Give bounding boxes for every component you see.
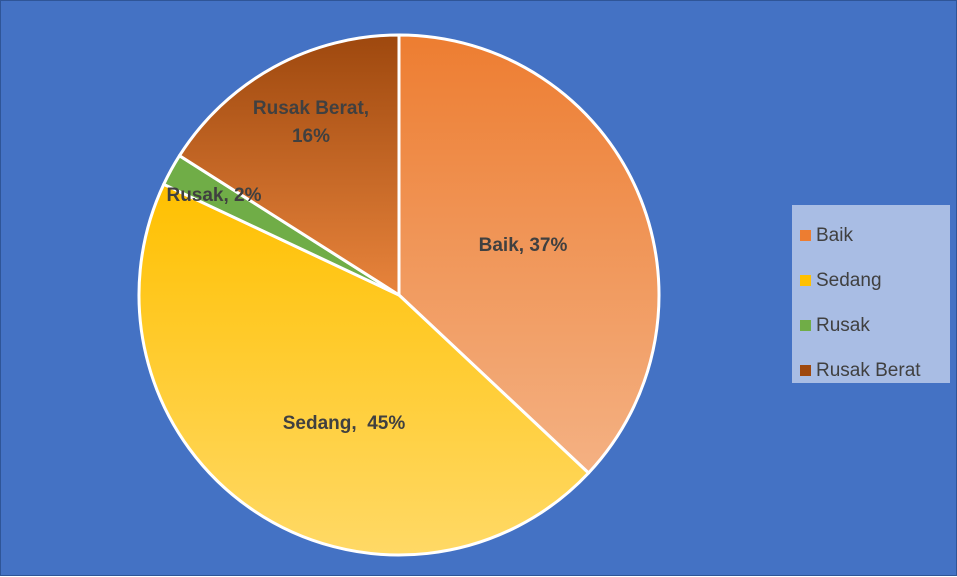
legend-swatch-baik [800, 230, 811, 241]
legend-item-rusak: Rusak [800, 303, 950, 348]
legend-label-baik: Baik [816, 224, 853, 246]
pie-slice-baik [397, 33, 661, 475]
pie-slice-rusak-berat [177, 33, 401, 297]
pie-slices [137, 33, 661, 557]
pie-data-labels: Baik, 37% Sedang, 45% Rusak, 2% Rusak Berat… [166, 98, 567, 434]
data-label-rusak: Rusak, 2% [166, 185, 261, 206]
legend-swatch-sedang [800, 275, 811, 286]
legend: Baik Sedang Rusak Rusak Berat [792, 205, 950, 383]
legend-label-rusak-berat: Rusak Berat [816, 359, 921, 381]
pie-slice-sedang [137, 182, 591, 557]
data-label-rusak-berat: Rusak Berat, 16% [253, 98, 369, 147]
legend-item-rusak-berat: Rusak Berat [800, 348, 950, 393]
legend-item-baik: Baik [800, 213, 950, 258]
legend-item-sedang: Sedang [800, 258, 950, 303]
legend-label-rusak: Rusak [816, 314, 870, 336]
data-label-baik: Baik, 37% [479, 235, 568, 256]
legend-swatch-rusak-berat [800, 365, 811, 376]
data-label-sedang: Sedang, 45% [283, 413, 406, 434]
legend-label-sedang: Sedang [816, 269, 882, 291]
legend-swatch-rusak [800, 320, 811, 331]
